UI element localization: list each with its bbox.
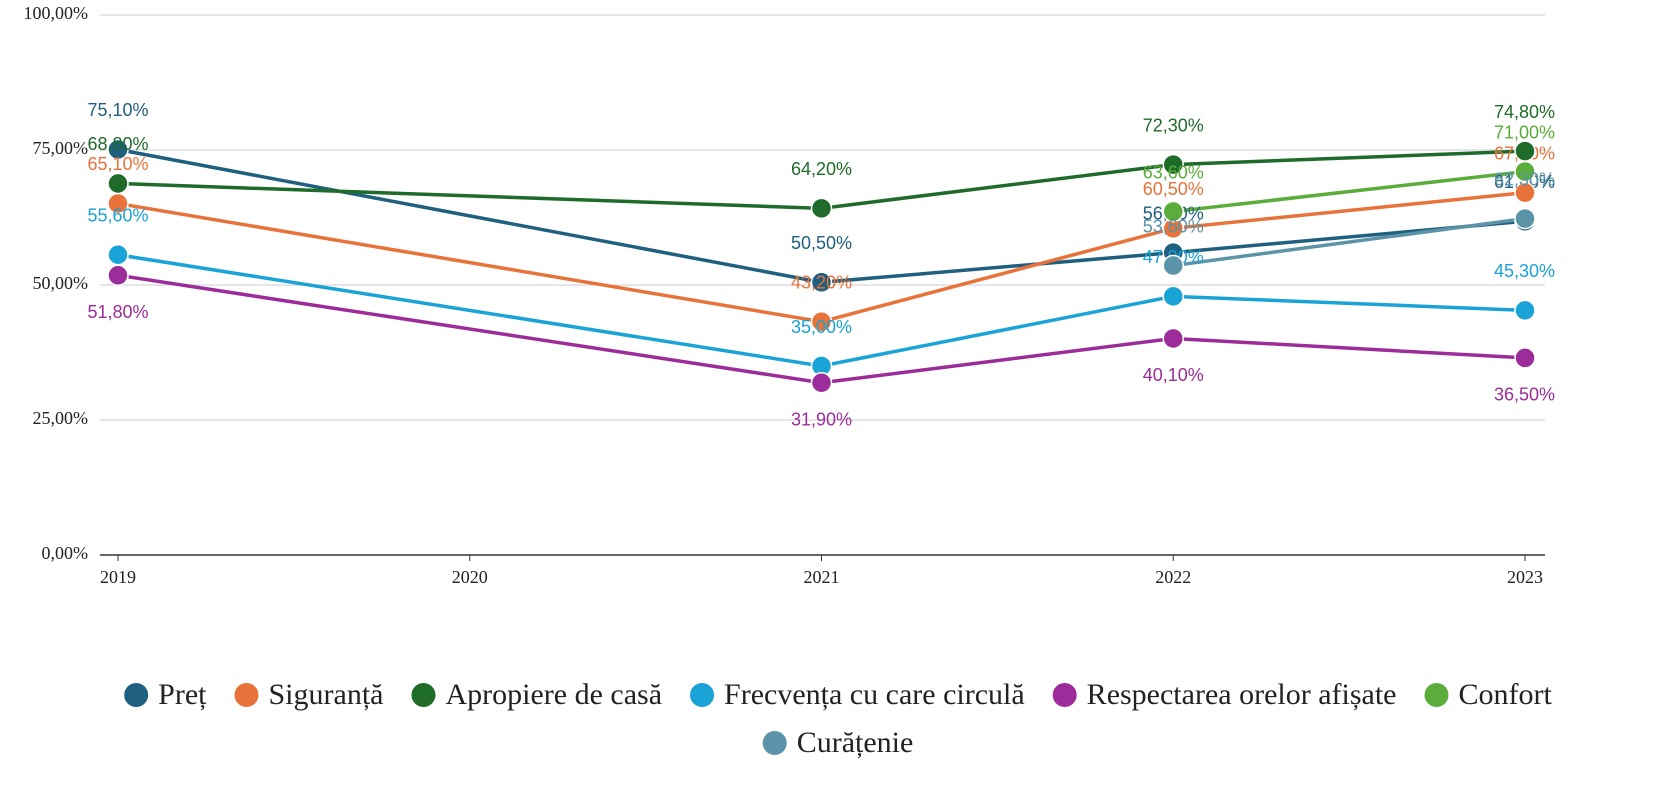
data-point: [810, 310, 833, 333]
series-line: [1173, 216, 1526, 268]
data-label: 72,30%: [1143, 115, 1204, 135]
x-tick-label: 2022: [1155, 567, 1191, 587]
data-label: 68,80%: [87, 134, 148, 154]
data-label: 55,60%: [87, 206, 148, 226]
y-tick-label: 0,00%: [42, 543, 89, 563]
legend-label: Confort: [1459, 678, 1553, 711]
legend-swatch: [411, 683, 436, 707]
data-label: 71,00%: [1494, 122, 1555, 142]
data-point: [1162, 327, 1184, 350]
series-line: [117, 253, 1526, 368]
legend-item: Frecvența cu care circulă: [690, 678, 1025, 711]
data-point: [1514, 140, 1536, 162]
legend-swatch: [124, 683, 149, 707]
data-label: 65,10%: [87, 154, 148, 174]
series-line: [1173, 169, 1526, 214]
legend-label: Curățenie: [797, 726, 914, 759]
data-label: 43,20%: [791, 272, 852, 292]
data-label: 35,00%: [791, 317, 852, 337]
legend-item: Curățenie: [762, 726, 914, 759]
legend-item: Preț: [124, 678, 207, 711]
data-point: [1514, 347, 1536, 369]
data-label: 74,80%: [1494, 102, 1555, 122]
legend-swatch: [1052, 683, 1077, 707]
data-point: [107, 244, 129, 266]
data-label: 51,80%: [87, 302, 148, 322]
data-label: 53,60%: [1143, 216, 1204, 236]
data-point: [107, 172, 129, 195]
data-point: [107, 138, 129, 161]
legend-label: Frecvența cu care circulă: [724, 678, 1025, 711]
data-label: 40,10%: [1143, 365, 1204, 385]
data-point: [810, 371, 833, 394]
series-line: [117, 273, 1526, 385]
data-point: [1162, 153, 1184, 176]
legend-label: Respectarea orelor afișate: [1087, 678, 1397, 711]
x-tick-label: 2020: [452, 567, 488, 587]
legend-swatch: [762, 731, 787, 755]
legend-swatch: [1424, 683, 1449, 707]
data-label: 31,90%: [791, 409, 852, 429]
data-label: 75,10%: [87, 100, 148, 120]
y-tick-label: 75,00%: [33, 138, 89, 158]
legend-item: Siguranță: [234, 678, 383, 711]
legend-swatch: [690, 683, 715, 707]
data-label: 62,30%: [1494, 169, 1555, 189]
data-point: [1514, 207, 1536, 230]
data-label: 45,30%: [1494, 261, 1555, 281]
data-point: [1162, 254, 1184, 277]
y-tick-label: 50,00%: [33, 273, 89, 293]
data-label: 63,60%: [1143, 162, 1204, 182]
legend-item: Respectarea orelor afișate: [1052, 678, 1397, 711]
series-line: [117, 147, 1526, 285]
legend-label: Preț: [158, 678, 207, 711]
data-point: [1162, 200, 1184, 223]
series-line: [117, 190, 1526, 324]
legend-item: Apropiere de casă: [411, 678, 662, 711]
legend-swatch: [234, 683, 259, 707]
data-point: [1514, 299, 1536, 322]
data-label: 36,50%: [1494, 385, 1555, 405]
data-point: [810, 197, 833, 220]
y-tick-label: 100,00%: [24, 3, 89, 23]
x-tick-label: 2019: [100, 567, 136, 587]
data-point: [1514, 160, 1536, 183]
data-label: 64,20%: [791, 159, 852, 179]
x-tick-label: 2023: [1507, 567, 1543, 587]
data-label: 60,50%: [1143, 179, 1204, 199]
data-point: [1162, 285, 1184, 308]
data-point: [810, 271, 833, 294]
y-tick-label: 25,00%: [33, 408, 89, 428]
legend-item: Confort: [1424, 678, 1553, 711]
data-label: 50,50%: [791, 233, 852, 253]
series-line: [117, 149, 1526, 211]
data-point: [1514, 181, 1536, 204]
legend-label: Siguranță: [268, 678, 383, 711]
legend-label: Apropiere de casă: [445, 678, 662, 711]
data-point: [107, 264, 129, 287]
x-tick-label: 2021: [804, 567, 840, 587]
